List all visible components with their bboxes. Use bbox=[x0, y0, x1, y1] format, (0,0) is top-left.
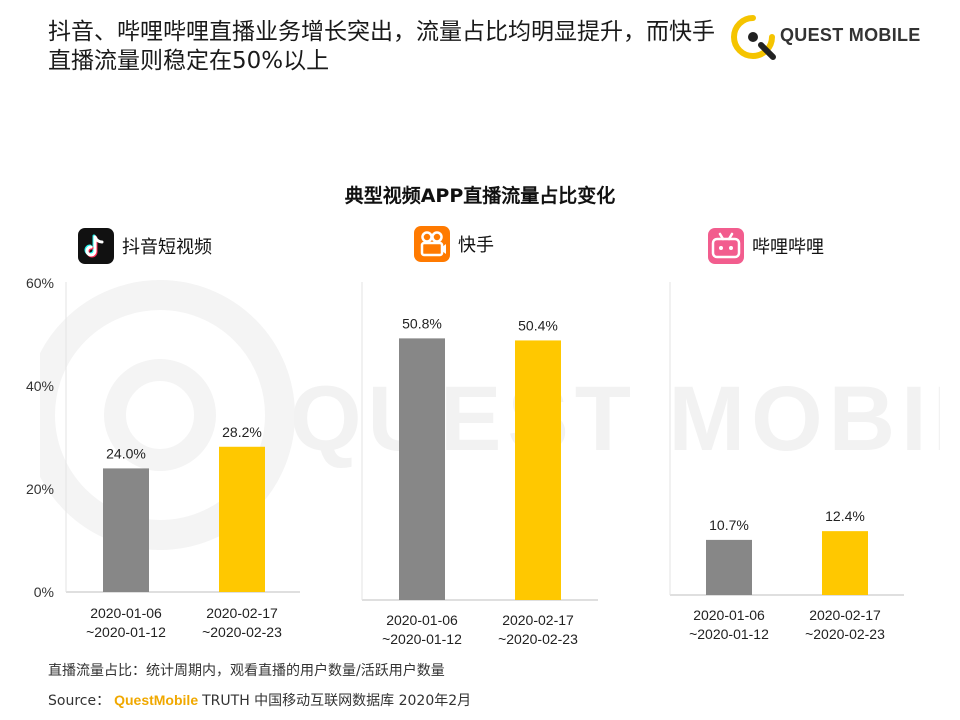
source-suffix: TRUTH 中国移动互联网数据库 2020年2月 bbox=[202, 693, 472, 709]
watermark-text: QUEST MOBILE bbox=[290, 368, 940, 470]
watermark: QUEST MOBILE bbox=[40, 280, 940, 550]
x-tick-label: ~2020-02-23 bbox=[498, 631, 578, 647]
bar bbox=[706, 539, 752, 595]
y-tick-label: 20% bbox=[25, 481, 54, 497]
app-label-bilibili: 哔哩哔哩 bbox=[708, 226, 824, 266]
x-tick-label: ~2020-01-12 bbox=[86, 624, 166, 640]
source-brand: QuestMobile bbox=[114, 692, 199, 708]
data-label: 50.4% bbox=[518, 317, 558, 333]
x-tick-label: 2020-02-17 bbox=[502, 612, 574, 628]
x-tick-label: 2020-01-06 bbox=[386, 612, 458, 628]
chart-title: 典型视频APP直播流量占比变化 bbox=[344, 185, 616, 207]
y-tick-label: 0% bbox=[33, 584, 54, 600]
app-label-kuaishou: 快手 bbox=[414, 224, 494, 264]
data-label: 10.7% bbox=[709, 517, 749, 533]
bar bbox=[822, 531, 868, 595]
app-name-kuaishou: 快手 bbox=[458, 235, 494, 256]
bar bbox=[103, 468, 149, 592]
bar bbox=[219, 446, 265, 592]
source-line: Source： QuestMobile TRUTH 中国移动互联网数据库 2020年… bbox=[48, 690, 471, 710]
data-label: 12.4% bbox=[825, 508, 865, 524]
x-tick-label: ~2020-01-12 bbox=[689, 626, 769, 642]
source-prefix: Source： bbox=[48, 693, 111, 709]
kuaishou-icon bbox=[414, 226, 450, 262]
data-label: 50.8% bbox=[402, 315, 442, 331]
data-label: 28.2% bbox=[222, 424, 262, 440]
app-name-douyin: 抖音短视频 bbox=[122, 237, 212, 258]
bar bbox=[399, 338, 445, 600]
footnote: 直播流量占比：统计周期内，观看直播的用户数量/活跃用户数量 bbox=[48, 663, 445, 679]
brand-name: QUEST MOBILE bbox=[780, 25, 921, 45]
x-tick-label: ~2020-02-23 bbox=[805, 626, 885, 642]
bar bbox=[515, 340, 561, 600]
y-tick-label: 60% bbox=[25, 275, 54, 291]
x-tick-label: 2020-01-06 bbox=[693, 607, 765, 623]
x-tick-label: 2020-01-06 bbox=[90, 605, 162, 621]
quest-mobile-logo-icon bbox=[731, 15, 776, 60]
page-title: 抖音、哔哩哔哩直播业务增长突出，流量占比均明显提升，而快手直播流量则稳定在50%… bbox=[48, 19, 715, 74]
x-tick-label: ~2020-02-23 bbox=[202, 624, 282, 640]
x-tick-label: 2020-02-17 bbox=[206, 605, 278, 621]
y-tick-label: 40% bbox=[25, 378, 54, 394]
x-tick-label: 2020-02-17 bbox=[809, 607, 881, 623]
app-label-douyin: 抖音短视频 bbox=[78, 226, 212, 266]
app-name-bilibili: 哔哩哔哩 bbox=[752, 237, 824, 258]
x-tick-label: ~2020-01-12 bbox=[382, 631, 462, 647]
data-label: 24.0% bbox=[106, 445, 146, 461]
brand-logo: QUEST MOBILE bbox=[728, 12, 928, 62]
douyin-icon bbox=[78, 228, 114, 264]
bilibili-icon bbox=[708, 228, 744, 264]
